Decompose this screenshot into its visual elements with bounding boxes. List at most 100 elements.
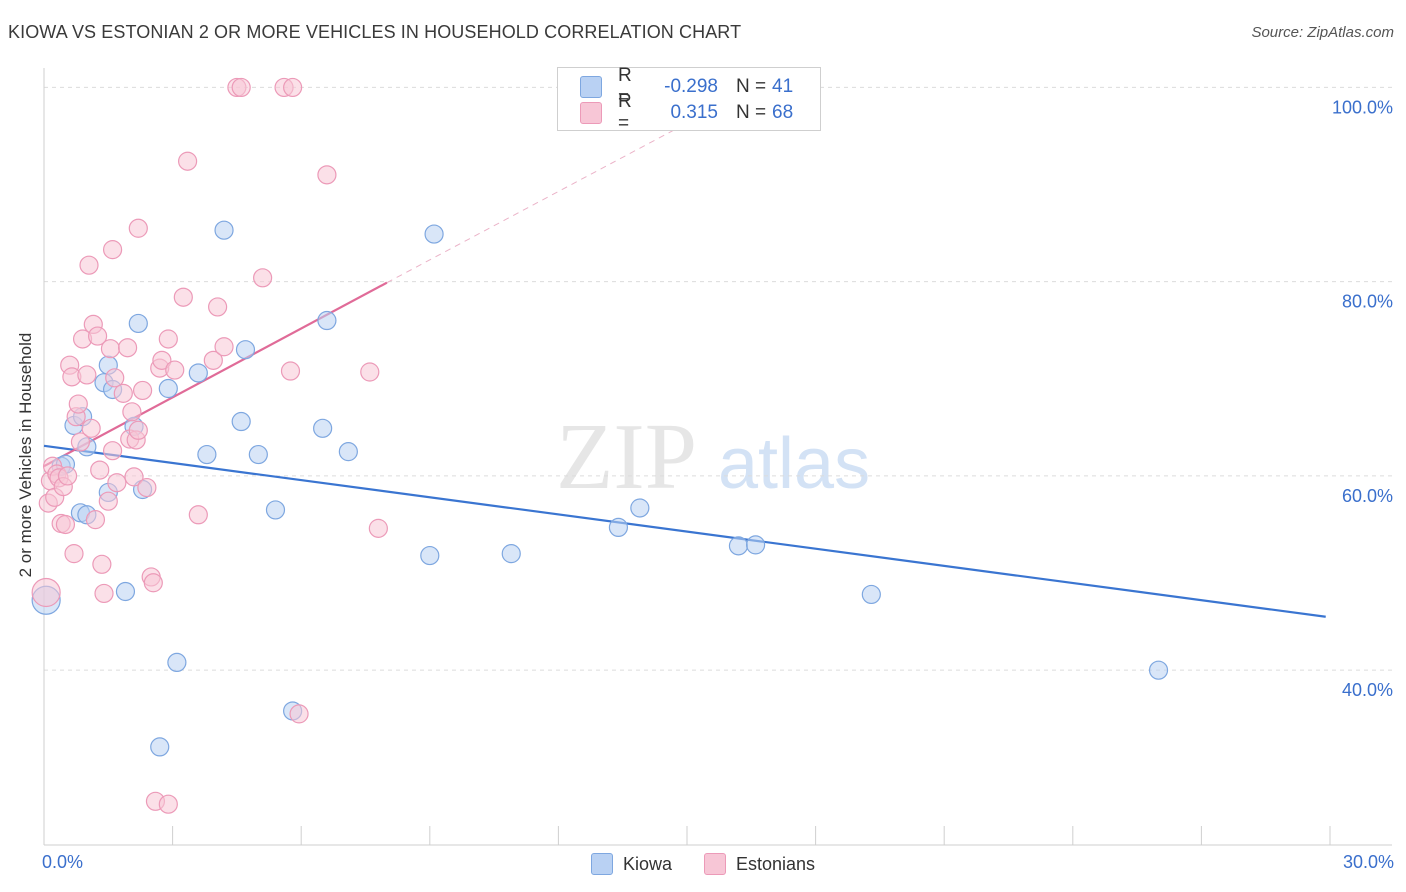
source-label: Source: ZipAtlas.com bbox=[1251, 24, 1394, 41]
kiowa-swatch bbox=[580, 76, 602, 98]
kiowa-point bbox=[745, 535, 766, 555]
estonians-point bbox=[152, 350, 172, 370]
x-tick-label-max: 30.0% bbox=[1342, 852, 1394, 872]
kiowa-point bbox=[630, 498, 650, 518]
kiowa-point bbox=[338, 442, 358, 462]
kiowa-point bbox=[313, 418, 333, 438]
estonians-point bbox=[289, 704, 309, 724]
r-label: R = bbox=[618, 91, 632, 134]
stats-row-kiowa: R = -0.298 N = 41 bbox=[580, 65, 794, 108]
y-tick-label: 100.0% bbox=[1332, 97, 1393, 117]
kiowa-point bbox=[501, 544, 521, 564]
x-tick-label-min: 0.0% bbox=[42, 852, 84, 872]
legend-kiowa-label: Kiowa bbox=[622, 853, 672, 874]
estonians-point bbox=[68, 394, 88, 414]
estonians-point bbox=[203, 350, 223, 370]
estonians-point bbox=[231, 77, 251, 98]
estonians-point bbox=[143, 573, 163, 593]
y-tick-label: 80.0% bbox=[1342, 292, 1393, 312]
estonians-point bbox=[90, 460, 110, 480]
legend-item-estonians: Estonians bbox=[703, 853, 815, 875]
legend-kiowa-swatch bbox=[590, 853, 613, 875]
estonians-point bbox=[368, 518, 388, 538]
estonians-point bbox=[81, 418, 101, 438]
kiowa-point bbox=[248, 444, 268, 465]
estonians-point bbox=[57, 466, 78, 486]
kiowa-point bbox=[728, 536, 749, 556]
estonians-point bbox=[70, 432, 91, 452]
legend-item-kiowa: Kiowa bbox=[590, 853, 672, 875]
kiowa-n-value: 41 bbox=[772, 76, 794, 97]
stats-row-estonians: R = 0.315 N = 68 bbox=[580, 91, 793, 134]
estonians-point bbox=[79, 255, 99, 275]
estonians-point bbox=[105, 368, 125, 388]
estonians-point bbox=[283, 77, 303, 98]
estonians-point bbox=[94, 583, 114, 604]
estonians-point bbox=[87, 326, 108, 346]
kiowa-point bbox=[235, 340, 256, 360]
y-tick-labels: 40.0% 60.0% 80.0% 100.0% bbox=[1332, 97, 1393, 700]
legend-estonians-swatch bbox=[703, 853, 726, 875]
estonians-point bbox=[137, 477, 157, 498]
kiowa-point bbox=[167, 652, 187, 673]
stats-legend: R = -0.298 N = 41 R = 0.315 N = 68 bbox=[557, 65, 821, 134]
estonians-point bbox=[55, 514, 76, 535]
kiowa-point bbox=[197, 444, 217, 465]
estonians-point bbox=[208, 297, 228, 317]
kiowa-r-value: -0.298 bbox=[664, 76, 718, 97]
estonians-point bbox=[360, 362, 380, 382]
estonians-point bbox=[124, 467, 144, 487]
estonians-point bbox=[92, 554, 112, 574]
trend-lines bbox=[43, 111, 1326, 618]
estonians-point bbox=[100, 339, 121, 359]
kiowa-point bbox=[128, 313, 148, 334]
n-label: N = bbox=[736, 102, 767, 123]
estonians-point bbox=[173, 287, 193, 307]
trend-line-estonians bbox=[386, 111, 709, 284]
estonians-point bbox=[128, 218, 148, 238]
data-points bbox=[31, 77, 1169, 814]
kiowa-point bbox=[231, 411, 251, 432]
kiowa-point bbox=[150, 737, 170, 757]
kiowa-point bbox=[188, 363, 208, 383]
estonians-point bbox=[132, 380, 153, 401]
estonians-point bbox=[85, 510, 106, 530]
estonians-point bbox=[317, 165, 337, 185]
r-label: R = bbox=[618, 65, 632, 108]
n-label: N = bbox=[736, 76, 767, 97]
estonians-point bbox=[102, 240, 123, 260]
estonians-point bbox=[280, 361, 301, 381]
estonians-point bbox=[31, 577, 61, 608]
estonians-point bbox=[98, 491, 118, 511]
kiowa-point bbox=[608, 517, 629, 538]
estonians-point bbox=[165, 360, 185, 380]
estonians-point bbox=[158, 794, 178, 814]
estonians-point bbox=[77, 365, 97, 385]
estonians-point bbox=[122, 402, 142, 422]
estonians-point bbox=[117, 338, 138, 358]
estonians-point bbox=[64, 544, 84, 564]
kiowa-point bbox=[420, 545, 440, 566]
kiowa-point bbox=[115, 581, 136, 602]
watermark-zip: ZIP bbox=[556, 405, 697, 509]
trend-line-kiowa bbox=[43, 444, 1326, 618]
kiowa-point bbox=[861, 584, 881, 605]
watermark: ZIP atlas bbox=[556, 405, 870, 509]
kiowa-point bbox=[424, 224, 444, 244]
estonians-point bbox=[253, 268, 273, 288]
y-tick-label: 60.0% bbox=[1342, 486, 1393, 506]
kiowa-point bbox=[158, 378, 178, 399]
estonians-point bbox=[107, 473, 127, 493]
grid-lines bbox=[44, 86, 1392, 671]
kiowa-point bbox=[214, 220, 234, 240]
estonians-point bbox=[113, 383, 133, 403]
y-tick-label: 40.0% bbox=[1342, 680, 1393, 700]
kiowa-point bbox=[265, 500, 286, 520]
series-legend: Kiowa Estonians bbox=[0, 852, 1406, 876]
estonians-point bbox=[128, 420, 148, 440]
estonians-point bbox=[158, 329, 178, 349]
estonians-swatch bbox=[580, 102, 602, 124]
estonians-point bbox=[214, 337, 234, 357]
estonians-point bbox=[188, 505, 208, 525]
